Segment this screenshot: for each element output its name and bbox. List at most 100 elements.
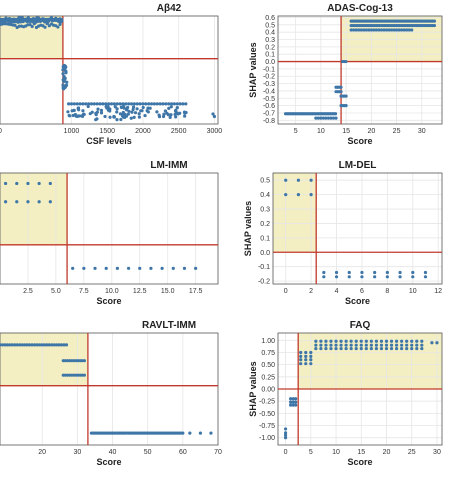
data-point	[79, 114, 84, 118]
data-point	[369, 346, 373, 351]
data-point	[209, 431, 213, 435]
data-point	[344, 104, 348, 108]
data-point	[132, 102, 136, 106]
data-point	[389, 28, 394, 32]
data-point	[334, 270, 339, 275]
data-point	[130, 110, 134, 114]
data-point	[322, 270, 326, 275]
data-point	[61, 85, 65, 89]
data-point	[84, 102, 88, 106]
data-point	[168, 115, 172, 120]
data-point	[334, 339, 338, 343]
x-tick-label: 20	[383, 449, 391, 456]
data-point	[410, 346, 414, 351]
x-axis-label: Score	[347, 457, 372, 467]
data-point	[405, 343, 409, 347]
data-point	[137, 115, 141, 119]
data-point	[72, 108, 76, 112]
data-point	[137, 112, 141, 116]
data-point	[329, 116, 333, 120]
data-point	[362, 28, 366, 32]
y-tick-label: -0.2	[258, 279, 270, 286]
data-point	[367, 28, 371, 32]
data-point	[37, 343, 41, 347]
data-point	[415, 343, 419, 347]
x-tick-label: 0	[284, 449, 288, 456]
data-point	[289, 400, 293, 404]
y-tick-label: 0.00	[261, 387, 275, 394]
data-point	[144, 102, 148, 106]
data-point	[289, 397, 293, 401]
data-point	[30, 24, 34, 29]
data-point	[423, 275, 428, 279]
data-point	[129, 102, 134, 106]
data-point	[359, 339, 363, 343]
data-point	[334, 275, 339, 279]
data-point	[183, 114, 187, 118]
data-point	[115, 102, 119, 106]
data-point	[45, 343, 49, 347]
data-point	[115, 118, 119, 122]
data-point	[115, 110, 119, 114]
data-point	[411, 270, 415, 275]
data-point	[64, 71, 68, 75]
x-axis-label: Score	[345, 296, 370, 306]
data-point	[141, 102, 145, 106]
data-point	[32, 343, 37, 347]
data-point	[314, 343, 318, 347]
data-point	[26, 200, 30, 204]
data-point	[299, 362, 303, 366]
data-point	[420, 343, 424, 347]
data-point	[127, 102, 131, 106]
data-point	[121, 102, 125, 106]
data-point	[63, 64, 67, 68]
data-point	[296, 193, 301, 197]
data-point	[329, 343, 333, 347]
y-tick-label: -0.2	[263, 74, 275, 81]
data-point	[28, 22, 32, 27]
data-point	[387, 28, 391, 32]
data-point	[411, 275, 415, 279]
data-point	[135, 102, 139, 106]
data-point	[319, 346, 323, 351]
data-point	[50, 343, 54, 347]
data-point	[131, 107, 135, 112]
x-tick-label: 30	[418, 128, 426, 135]
data-point	[155, 102, 159, 106]
data-point	[175, 102, 179, 106]
data-point	[181, 102, 185, 106]
data-point	[354, 28, 358, 32]
panel-4: 0 2 4 6 8 10 12 0.5 0.4 0.3 0.2 0.1 0.0 -0.1 -0.2 LM-DE…	[243, 160, 443, 306]
data-point	[334, 346, 338, 351]
data-point	[294, 397, 298, 401]
x-tick-label: 30	[433, 449, 441, 456]
data-point	[37, 181, 41, 186]
data-point	[392, 28, 396, 32]
plot-frame	[277, 15, 443, 125]
data-point	[118, 102, 122, 106]
data-point	[322, 275, 326, 279]
data-point	[329, 346, 333, 351]
data-point	[115, 107, 119, 111]
data-point	[119, 117, 123, 122]
data-point	[329, 339, 333, 343]
panel-2: 5 10 15 20 25 30 0.60.50.40.30.20.10.0-0.1-0.2…	[248, 3, 443, 146]
data-point	[374, 28, 378, 32]
y-tick-label: 0.3	[260, 207, 270, 214]
x-tick-label: 4	[335, 288, 339, 295]
data-point	[169, 113, 173, 117]
x-tick-label: 2.5	[23, 288, 33, 295]
data-point	[309, 178, 313, 182]
y-tick-label: 0.5	[265, 22, 275, 29]
data-point	[410, 343, 414, 347]
data-point	[30, 343, 34, 347]
data-point	[162, 112, 166, 116]
data-point	[354, 343, 358, 347]
x-tick-label: 15.0	[161, 288, 175, 295]
data-point	[344, 339, 348, 343]
x-tick-label: 2	[309, 288, 313, 295]
data-point	[45, 21, 49, 26]
data-point	[67, 102, 71, 106]
data-point	[304, 350, 308, 355]
data-point	[15, 181, 19, 186]
